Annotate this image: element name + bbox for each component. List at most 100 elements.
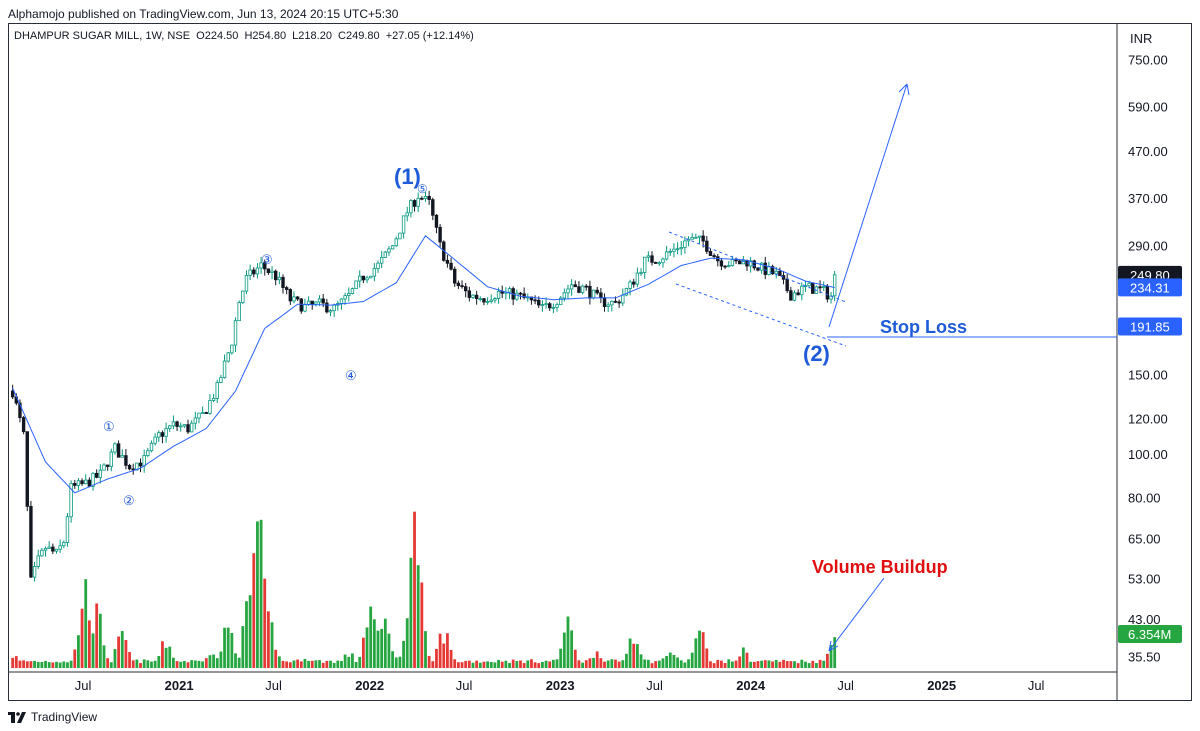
volume-bars	[11, 511, 837, 668]
candle-body	[230, 344, 234, 354]
candle-body	[43, 548, 48, 551]
candle-body	[40, 549, 44, 557]
volume-bar	[453, 659, 457, 668]
volume-bar	[804, 661, 807, 668]
candle-body	[376, 262, 380, 269]
candle-body	[179, 425, 183, 428]
volume-bar	[676, 657, 679, 668]
volume-arrow	[828, 577, 885, 652]
volume-bar	[237, 657, 241, 668]
candle-body	[36, 555, 40, 567]
candle-body	[372, 268, 377, 277]
volume-bar	[66, 662, 69, 668]
x-tick-label: 2023	[546, 678, 575, 693]
volume-bar	[266, 611, 270, 668]
candle-body	[394, 238, 398, 247]
candle-body	[200, 412, 205, 414]
candle-body	[445, 259, 450, 264]
volume-bar	[446, 633, 449, 668]
volume-bar	[277, 656, 281, 668]
volume-bar	[351, 653, 354, 668]
candle-body	[120, 455, 124, 458]
volume-bar	[347, 656, 351, 668]
candle-body	[241, 290, 245, 303]
volume-bar	[442, 643, 446, 668]
volume-bar	[431, 661, 435, 668]
candle-body	[266, 268, 271, 273]
volume-bar	[416, 565, 420, 668]
volume-bar	[44, 660, 47, 668]
candle-body	[347, 293, 351, 296]
stop-loss-label: Stop Loss	[880, 317, 967, 337]
volume-bar	[358, 656, 362, 668]
candle-body	[628, 281, 632, 289]
volume-bar	[687, 659, 690, 668]
volume-bar	[394, 657, 398, 668]
volume-bar	[376, 630, 380, 668]
x-tick-label: Jul	[265, 678, 282, 693]
volume-bar	[223, 627, 226, 668]
volume-bar	[380, 628, 384, 668]
candle-body	[226, 352, 230, 362]
candle-body	[32, 566, 37, 578]
volume-bar	[98, 613, 102, 668]
y-tick-label: 120.00	[1128, 411, 1168, 426]
volume-bar	[62, 661, 66, 668]
volume-bar	[815, 663, 818, 668]
volume-bar	[698, 630, 701, 668]
candle-body	[427, 195, 431, 201]
volume-bar	[157, 656, 161, 668]
volume-bar	[818, 659, 822, 668]
volume-bar	[734, 660, 738, 668]
candle-body	[482, 298, 486, 303]
volume-bar	[29, 661, 33, 668]
volume-bar	[139, 663, 142, 668]
candle-body	[328, 310, 333, 313]
volume-bar	[720, 660, 723, 668]
candle-body	[449, 262, 453, 270]
x-tick-label: 2025	[927, 678, 956, 693]
volume-bar	[285, 661, 289, 668]
y-tick-label: 370.00	[1128, 191, 1168, 206]
volume-bar	[372, 619, 376, 668]
volume-bar	[204, 658, 208, 668]
volume-bar	[661, 658, 665, 668]
candle-body	[694, 236, 698, 239]
candle-body	[555, 304, 559, 308]
candle-body	[94, 472, 99, 478]
candle-body	[142, 455, 146, 467]
candle-body	[752, 260, 757, 269]
volume-bar	[69, 660, 73, 668]
candle-body	[343, 295, 347, 300]
price-tag-stop_loss	[1118, 317, 1182, 336]
volume-bar	[252, 553, 256, 668]
candle-body	[127, 464, 132, 470]
volume-bar	[91, 633, 95, 668]
volume-bar	[161, 641, 164, 668]
candle-body	[65, 516, 70, 543]
candle-body	[485, 301, 490, 303]
volume-bar	[179, 661, 183, 668]
volume-bar	[292, 660, 296, 668]
candle-body	[171, 421, 176, 427]
volume-bar	[456, 662, 460, 668]
candle-body	[423, 195, 428, 199]
moving-average-line	[12, 235, 835, 494]
volume-bar	[307, 660, 310, 668]
volume-bar	[592, 657, 595, 668]
volume-bar	[11, 657, 15, 668]
volume-bar	[197, 660, 201, 668]
wave-1-label: (1)	[394, 164, 421, 189]
volume-tag-label: 6.354M	[1128, 627, 1171, 642]
volume-bar	[646, 659, 650, 668]
candle-body	[756, 267, 760, 271]
candle-body	[321, 298, 325, 304]
volume-bar	[614, 659, 617, 668]
volume-bar	[665, 655, 669, 668]
candle-body	[818, 286, 822, 289]
candle-body	[91, 472, 95, 487]
publisher-line: Alphamojo published on TradingView.com, …	[8, 7, 399, 21]
volume-bar	[435, 648, 438, 668]
